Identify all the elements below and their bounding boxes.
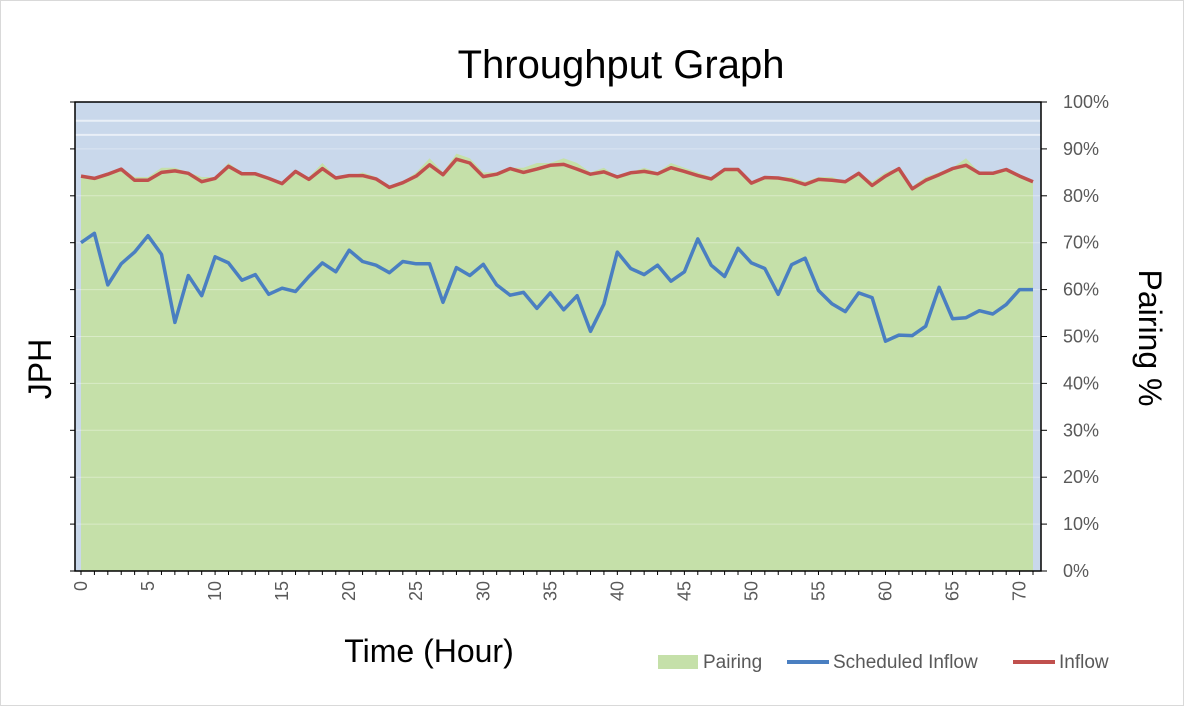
x-tick-label: 35: [540, 581, 560, 601]
x-axis-title: Time (Hour): [344, 633, 513, 669]
x-tick-label: 20: [339, 581, 359, 601]
x-tick-label: 5: [138, 581, 158, 591]
y2-axis-title: Pairing %: [1132, 270, 1168, 407]
series-line-scheduled-inflow: [79, 231, 1033, 343]
y2-tick-label: 0%: [1063, 561, 1089, 581]
x-tick-label: 45: [674, 581, 694, 601]
x-tick-label: 0: [71, 581, 91, 591]
x-tick-label: 50: [741, 581, 761, 601]
x-tick-label: 40: [607, 581, 627, 601]
y2-tick-label: 20%: [1063, 467, 1099, 487]
y-axis-title: JPH: [22, 339, 58, 399]
x-tick-label: 70: [1010, 581, 1030, 601]
x-tick-label: 65: [943, 581, 963, 601]
plot-area: [74, 101, 1042, 572]
x-tick-label: 10: [205, 581, 225, 601]
x-tick-label: 55: [808, 581, 828, 601]
legend-swatch-pairing: [658, 655, 698, 669]
legend-label-scheduled-inflow: Scheduled Inflow: [833, 652, 978, 673]
y2-tick-label: 10%: [1063, 514, 1099, 534]
legend: Pairing Scheduled Inflow Inflow: [658, 652, 1109, 673]
series-line-inflow: [80, 157, 1034, 191]
legend-label-pairing: Pairing: [703, 652, 762, 673]
y2-axis-ticks: 0% 10% 20% 30% 40% 50% 60% 70% 80% 90% 100%: [70, 92, 1109, 581]
y2-tick-label: 70%: [1063, 233, 1099, 253]
y2-tick-label: 80%: [1063, 186, 1099, 206]
x-tick-label: 15: [272, 581, 292, 601]
x-tick-label: 60: [876, 581, 896, 601]
y2-tick-label: 30%: [1063, 420, 1099, 440]
chart-title: Throughput Graph: [458, 43, 785, 87]
legend-label-inflow: Inflow: [1059, 652, 1109, 673]
x-tick-label: 25: [406, 581, 426, 601]
y2-tick-label: 100%: [1063, 92, 1109, 112]
y2-tick-label: 50%: [1063, 327, 1099, 347]
x-tick-label: 30: [473, 581, 493, 601]
y2-tick-label: 60%: [1063, 280, 1099, 300]
x-axis-ticks: 0 5 10 15 20 25 30 35 40 45 50 55 60 65 70: [71, 571, 1034, 601]
series-layer: [75, 119, 1041, 571]
series-area-pairing: [81, 153, 1033, 571]
y2-tick-label: 90%: [1063, 139, 1099, 159]
y2-tick-label: 40%: [1063, 373, 1099, 393]
